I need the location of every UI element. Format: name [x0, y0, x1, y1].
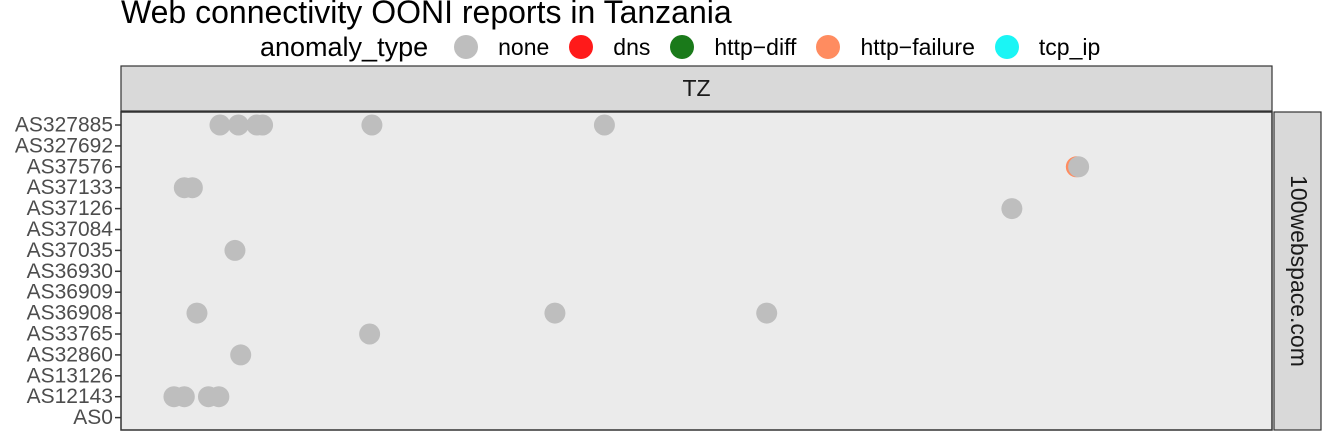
- y-tick-label: AS36930: [27, 260, 113, 283]
- data-point: [209, 114, 231, 136]
- legend-swatch-none: [454, 35, 479, 59]
- data-points: [163, 114, 1090, 408]
- y-tick-label: AS36908: [27, 302, 113, 325]
- legend-title: anomaly_type: [260, 31, 429, 62]
- facet-strip-top: [120, 65, 1273, 112]
- y-tick-label: AS37133: [27, 176, 113, 199]
- data-point: [181, 177, 203, 199]
- legend-label-tcp-ip: tcp_ip: [1038, 33, 1101, 60]
- data-point: [593, 114, 615, 136]
- legend-entry-http-diff: http−diff: [670, 34, 796, 61]
- y-tick-label: AS12143: [27, 385, 113, 408]
- y-tick-label: AS36909: [27, 281, 113, 304]
- data-point: [756, 302, 778, 324]
- legend-entry-dns: dns: [569, 34, 650, 61]
- y-tick-label: AS37576: [27, 155, 113, 178]
- data-point: [359, 323, 381, 345]
- data-point: [186, 302, 208, 324]
- legend-label-http-failure: http−failure: [860, 33, 975, 60]
- data-point: [224, 239, 246, 261]
- legend-swatch-http-failure: [816, 35, 841, 59]
- facet-label-right: 100webspace.com: [1286, 175, 1312, 367]
- y-axis: AS327885AS327692AS37576AS37133AS37126AS3…: [15, 114, 121, 429]
- facet-strip-right: [1273, 111, 1322, 431]
- data-point: [252, 114, 274, 136]
- y-tick-label: AS37035: [27, 239, 113, 262]
- legend-swatch-http-diff: [670, 35, 695, 59]
- data-point: [1001, 198, 1023, 220]
- facet-label-top: TZ: [682, 75, 710, 101]
- legend-swatch-dns: [569, 35, 594, 59]
- legend-label-http-diff: http−diff: [714, 33, 797, 60]
- legend-entry-none: none: [454, 34, 549, 61]
- data-point: [173, 386, 195, 408]
- data-point: [361, 114, 383, 136]
- data-point: [1068, 156, 1090, 178]
- legend: anomaly_type none dns http−diff http−fai…: [260, 32, 1120, 62]
- legend-label-dns: dns: [613, 33, 651, 60]
- y-tick-label: AS37126: [27, 197, 113, 220]
- data-point: [544, 302, 566, 324]
- legend-swatch-tcp-ip: [994, 35, 1019, 59]
- y-tick-label: AS0: [73, 406, 113, 429]
- y-tick-label: AS13126: [27, 364, 113, 387]
- legend-entry-tcp-ip: tcp_ip: [994, 33, 1101, 61]
- legend-label-none: none: [498, 33, 550, 60]
- legend-entry-http-failure: http−failure: [816, 33, 975, 61]
- plot-panel: [120, 111, 1273, 431]
- y-tick-label: AS37084: [27, 218, 114, 241]
- chart-title: Web connectivity OONI reports in Tanzani…: [121, 0, 732, 30]
- data-point: [230, 344, 252, 366]
- y-tick-label: AS327885: [15, 114, 113, 137]
- y-tick-label: AS327692: [15, 134, 113, 157]
- y-tick-label: AS33765: [27, 323, 113, 346]
- y-tick-label: AS32860: [27, 343, 113, 366]
- data-point: [208, 386, 230, 408]
- data-point: [227, 114, 249, 136]
